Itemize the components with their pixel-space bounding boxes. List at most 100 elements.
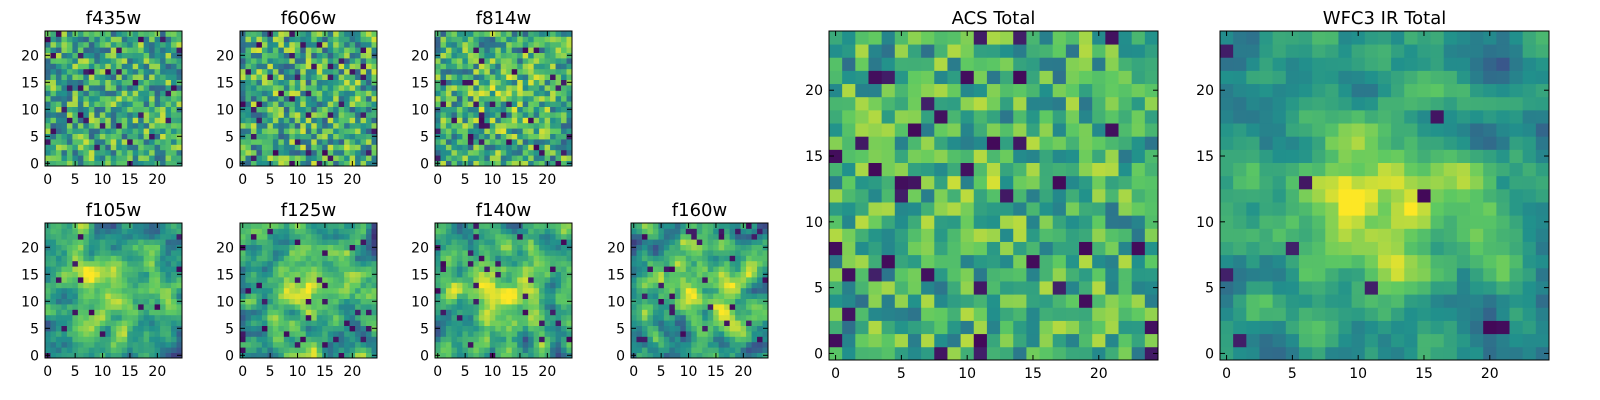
heatmap-cell: [636, 341, 643, 348]
heatmap-cell: [77, 95, 84, 102]
heatmap-cell: [143, 271, 150, 278]
heatmap-cell: [77, 85, 84, 91]
heatmap-cell: [366, 58, 372, 64]
heatmap-cell: [489, 155, 496, 161]
heatmap-cell: [360, 117, 367, 124]
heatmap-cell: [66, 117, 73, 124]
heatmap-cell: [61, 233, 68, 240]
heatmap-cell: [316, 320, 323, 326]
heatmap-cell: [61, 117, 68, 124]
heatmap-cell: [283, 31, 290, 37]
heatmap-cell: [66, 112, 73, 118]
heatmap-cell: [138, 128, 145, 134]
heatmap-cell: [680, 341, 687, 348]
heatmap-cell: [344, 325, 350, 332]
heatmap-cell: [61, 106, 68, 113]
y-tick-label: 0: [225, 156, 234, 172]
heatmap-cell: [267, 74, 274, 80]
heatmap-cell: [544, 287, 551, 294]
heatmap-cell: [718, 277, 725, 283]
heatmap-cell: [355, 266, 361, 272]
heatmap-cell: [322, 122, 329, 129]
heatmap-cell: [636, 304, 643, 310]
heatmap-cell: [121, 298, 128, 305]
heatmap-cell: [934, 188, 948, 203]
heatmap-cell: [154, 287, 161, 294]
heatmap-cell: [495, 47, 502, 53]
heatmap-cell: [829, 241, 843, 256]
heatmap-cell: [522, 293, 529, 299]
heatmap-cell: [66, 314, 73, 321]
heatmap-cell: [327, 122, 334, 129]
heatmap-cell: [61, 320, 68, 326]
heatmap-cell: [88, 277, 95, 283]
heatmap-cell: [121, 223, 128, 229]
heatmap-cell: [511, 74, 518, 80]
heatmap-cell: [289, 255, 296, 262]
heatmap-cell: [652, 298, 659, 305]
heatmap-cell: [973, 175, 988, 190]
heatmap-cell: [349, 85, 356, 91]
heatmap-cell: [83, 260, 90, 267]
x-tick-label: 0: [43, 172, 52, 188]
heatmap-cell: [289, 74, 296, 80]
heatmap-cell: [316, 101, 323, 107]
heatmap-cell: [636, 260, 643, 267]
heatmap-cell: [250, 133, 257, 140]
heatmap-cell: [500, 47, 507, 53]
heatmap-cell: [456, 223, 463, 229]
heatmap-cell: [550, 266, 556, 272]
heatmap-cell: [566, 341, 573, 348]
heatmap-cell: [250, 341, 257, 348]
heatmap-cell: [305, 68, 312, 75]
heatmap-cell: [88, 239, 95, 245]
heatmap-cell: [138, 352, 145, 359]
heatmap-cell: [256, 133, 263, 140]
heatmap-cell: [77, 352, 84, 359]
heatmap-cell: [894, 162, 909, 177]
heatmap-cell: [160, 266, 166, 272]
heatmap-cell: [1131, 333, 1146, 348]
heatmap-cell: [99, 122, 106, 129]
heatmap-cell: [484, 314, 491, 321]
heatmap-cell: [868, 215, 883, 229]
heatmap-cell: [61, 112, 68, 118]
heatmap-cell: [473, 41, 480, 48]
heatmap-cell: [691, 341, 698, 348]
heatmap-cell: [740, 287, 747, 294]
heatmap-cell: [658, 255, 665, 262]
heatmap-cell: [116, 228, 123, 235]
heatmap-cell: [289, 293, 296, 299]
heatmap-cell: [66, 149, 73, 156]
heatmap-cell: [55, 58, 62, 64]
heatmap-cell: [127, 331, 134, 337]
heatmap-cell: [555, 260, 562, 267]
heatmap-cell: [544, 144, 551, 151]
heatmap-cell: [511, 244, 518, 251]
heatmap-cell: [467, 233, 474, 240]
heatmap-cell: [66, 266, 73, 272]
heatmap-cell: [473, 47, 480, 53]
heatmap-cell: [121, 304, 128, 310]
heatmap-cell: [333, 63, 340, 70]
heatmap-cell: [550, 325, 556, 332]
heatmap-cell: [366, 74, 372, 80]
heatmap-cell: [539, 63, 545, 70]
heatmap-cell: [467, 260, 474, 267]
heatmap-cell: [305, 331, 312, 337]
heatmap-cell: [435, 112, 441, 118]
heatmap-cell: [322, 277, 329, 283]
heatmap-cell: [907, 162, 922, 177]
heatmap-cell: [456, 352, 463, 359]
heatmap-cell: [50, 122, 57, 129]
heatmap-cell: [278, 112, 285, 118]
heatmap-cell: [762, 223, 769, 229]
heatmap-cell: [50, 68, 57, 75]
heatmap-cell: [272, 47, 279, 53]
heatmap-cell: [907, 254, 922, 269]
heatmap-cell: [561, 244, 567, 251]
heatmap-cell: [522, 106, 529, 113]
heatmap-cell: [528, 331, 535, 337]
heatmap-cell: [842, 346, 856, 361]
heatmap-cell: [88, 309, 95, 316]
